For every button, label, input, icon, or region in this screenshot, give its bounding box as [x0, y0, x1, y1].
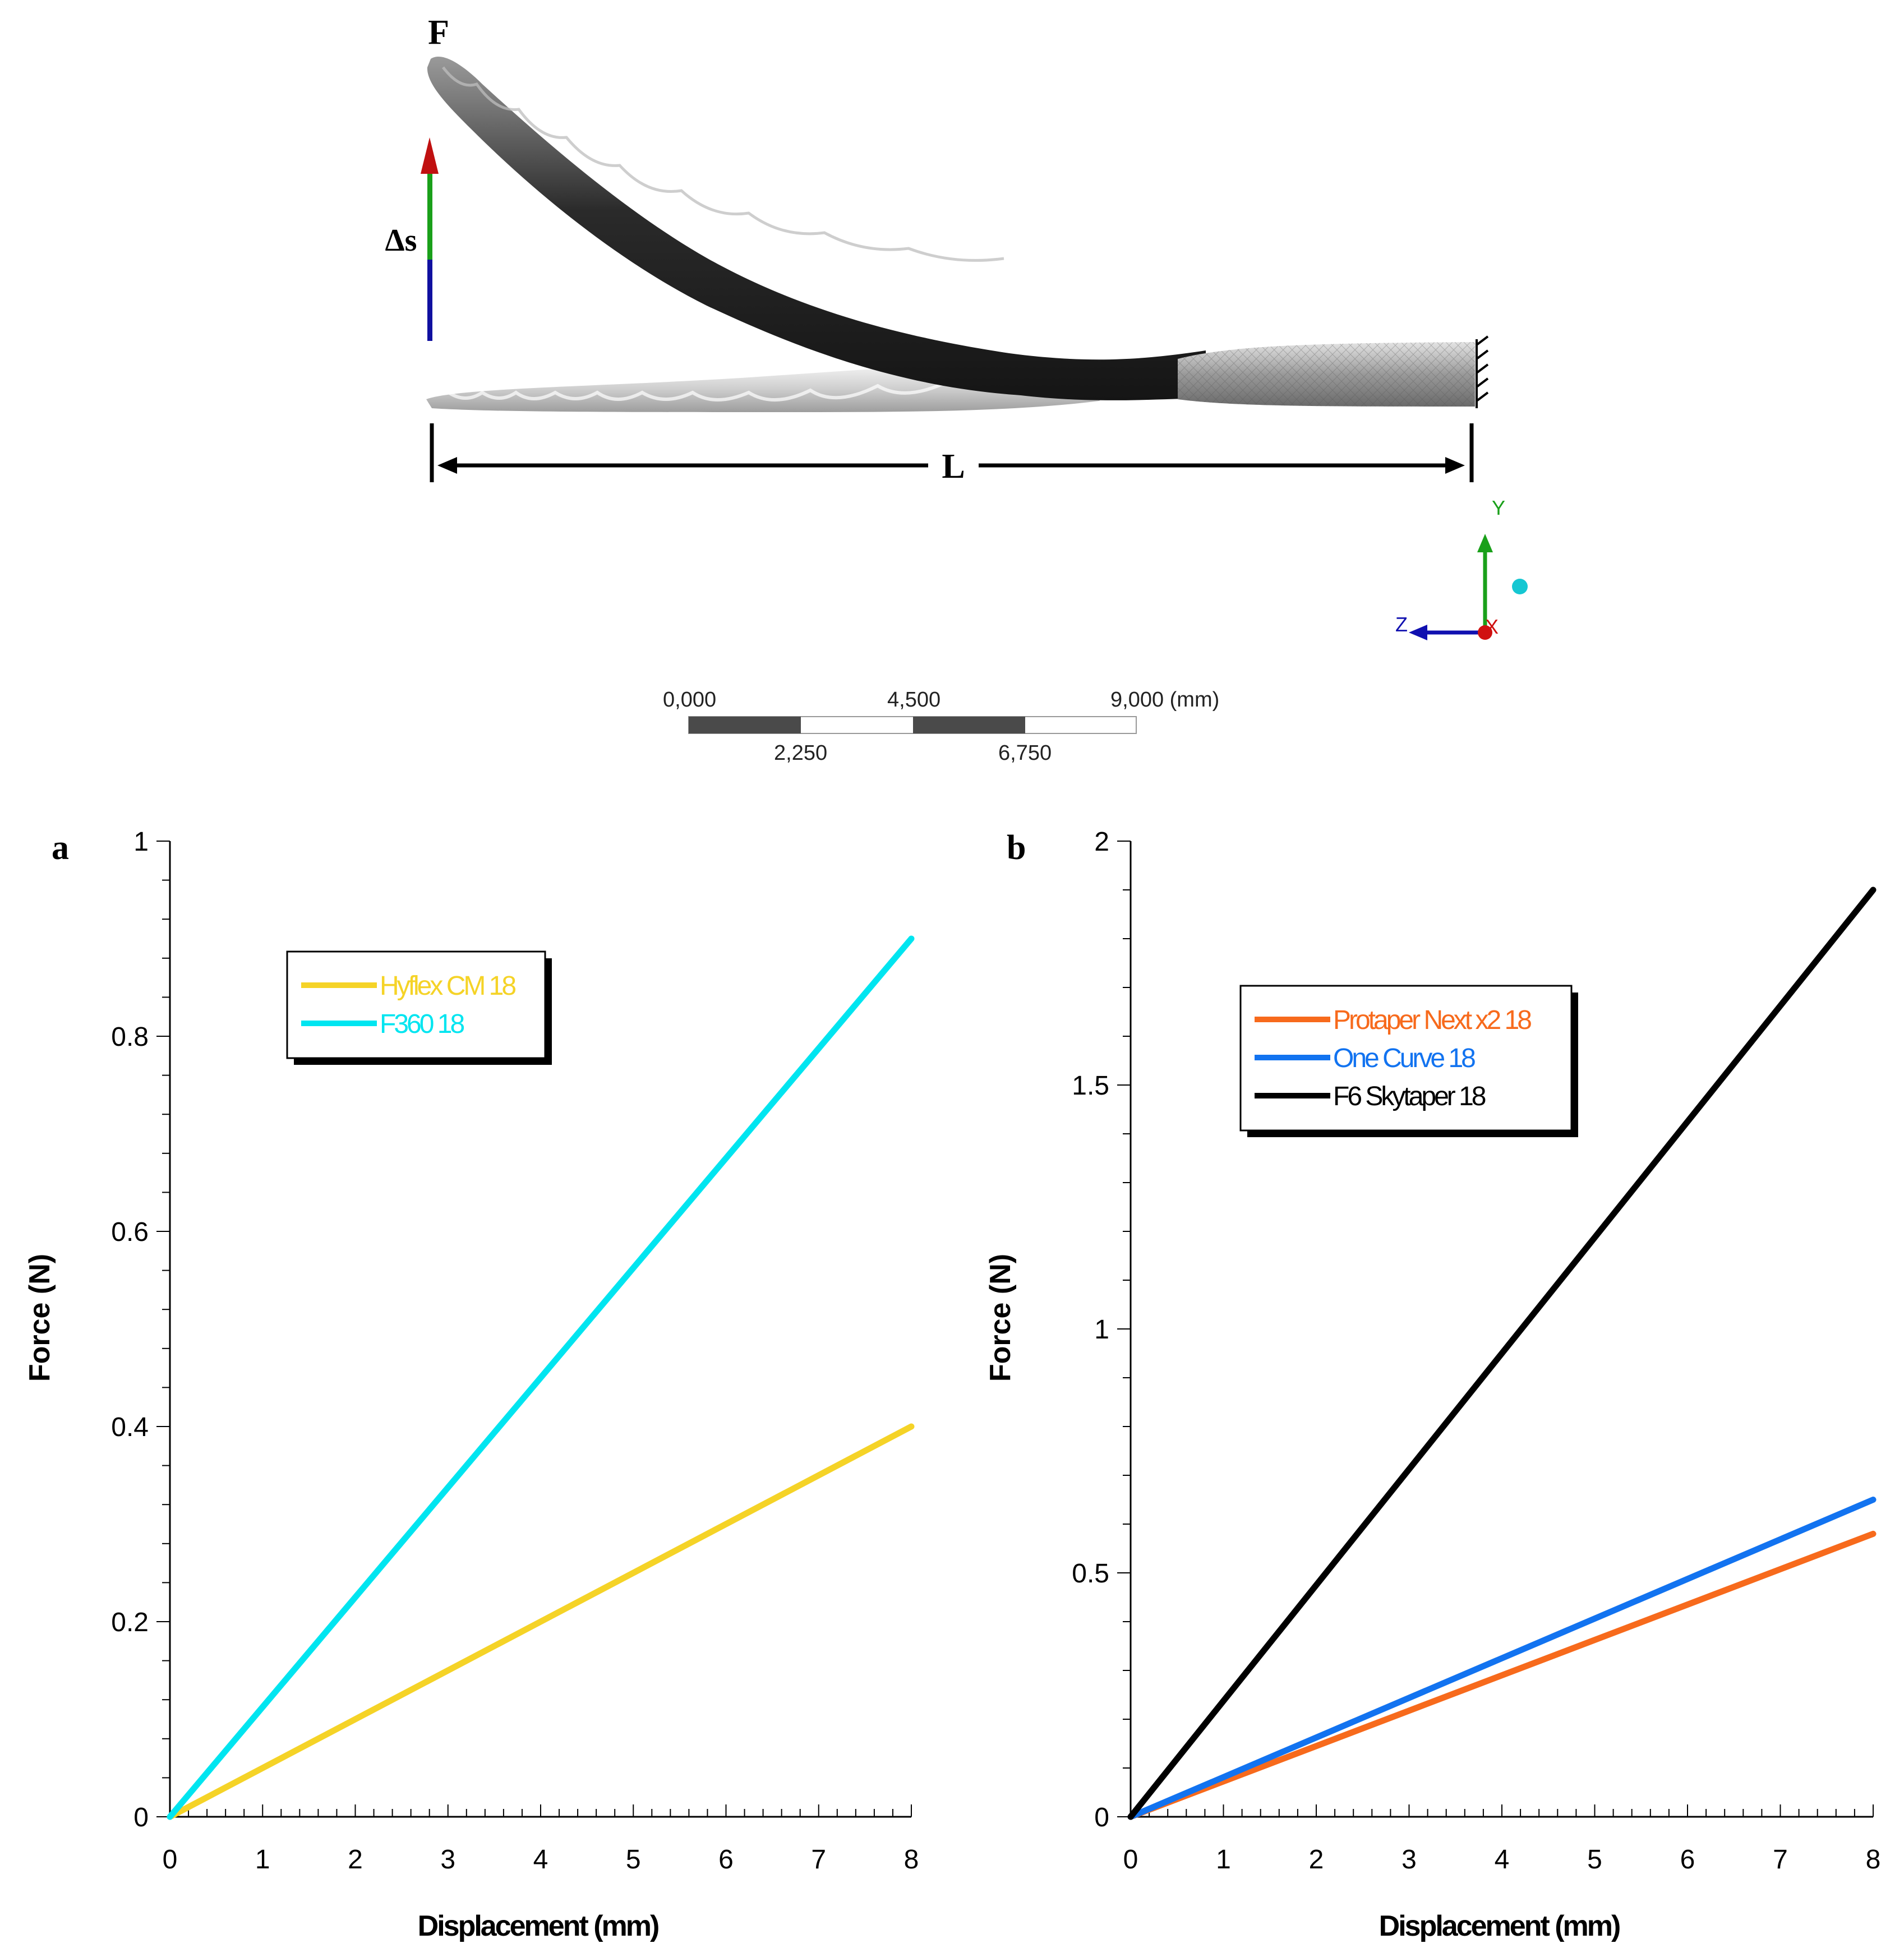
deformed-file	[427, 57, 1206, 400]
x-tick-label: 2	[1309, 1845, 1324, 1875]
chart-a: 0 1 2 3 4 5 6 7 8 0 0.2 0.4 0.6 0.8 1 Displacement (mm)…	[24, 827, 919, 1942]
x-axis-title: Displacement (mm)	[1379, 1910, 1620, 1942]
scale-label-2250: 2,250	[774, 741, 827, 765]
displacement-arrow	[421, 137, 439, 341]
x-tick-label: 1	[255, 1845, 270, 1875]
x-tick-label: 7	[1773, 1845, 1788, 1875]
y-tick-label: 0.6	[111, 1217, 149, 1247]
y-axis-label: Y	[1492, 496, 1505, 519]
x-tick-label: 4	[533, 1845, 548, 1875]
legend-label: One Curve 18	[1333, 1044, 1475, 1073]
legend-box	[286, 950, 546, 1059]
y-tick-label: 0.2	[111, 1608, 149, 1637]
scale-label-9000: 9,000 (mm)	[1110, 688, 1219, 712]
y-tick-label: 1	[1094, 1315, 1109, 1345]
x-tick-label: 4	[1495, 1845, 1510, 1875]
x-tick-label: 8	[1866, 1845, 1881, 1875]
undeformed-flutes	[448, 378, 952, 402]
x-tick-label: 1	[1216, 1845, 1231, 1875]
scale-label-0: 0,000	[663, 688, 716, 712]
x-tick-label: 6	[1680, 1845, 1695, 1875]
coordinate-triad: Y Z X	[1395, 496, 1528, 640]
length-dimension	[430, 423, 1474, 482]
scale-label-6750: 6,750	[998, 741, 1052, 765]
panel-label-b: b	[1007, 829, 1026, 867]
x-tick-label: 5	[1587, 1845, 1602, 1875]
series-line	[167, 1423, 915, 1820]
x-tick-label: 3	[440, 1845, 455, 1875]
x-axis-label: X	[1485, 615, 1499, 638]
y-tick-label: 2	[1094, 827, 1109, 857]
y-tick-label: 0.5	[1072, 1559, 1109, 1589]
legend-label: Protaper Next x2 18	[1333, 1005, 1531, 1035]
fea-model: F Δs L Y Z X 0,000	[385, 13, 1528, 765]
y-tick-label: 1.5	[1072, 1071, 1109, 1101]
x-tick-label: 5	[626, 1845, 641, 1875]
legend-label: Hyflex CM 18	[380, 971, 515, 1001]
force-label: F	[428, 13, 449, 52]
legend-label: F360 18	[380, 1009, 464, 1039]
y-tick-label: 0.4	[111, 1412, 149, 1442]
series-line	[167, 935, 915, 1820]
chart-b: 0 1 2 3 4 5 6 7 8 0 0.5 1 1.5 2 Displacement (mm) Force…	[984, 827, 1880, 1942]
x-tick-label: 6	[718, 1845, 734, 1875]
x-tick-label: 0	[1123, 1845, 1138, 1875]
x-tick-label: 8	[904, 1845, 919, 1875]
panel-label-a: a	[52, 829, 69, 867]
legend-label: F6 Skytaper 18	[1333, 1082, 1486, 1111]
x-tick-label: 7	[811, 1845, 826, 1875]
series-line	[1127, 1530, 1877, 1820]
y-tick-label: 0.8	[111, 1022, 149, 1052]
y-tick-label: 0	[133, 1803, 149, 1832]
x-tick-label: 0	[163, 1845, 178, 1875]
y-tick-label: 0	[1094, 1803, 1109, 1832]
fixed-support	[1476, 335, 1489, 408]
scale-label-4500: 4,500	[887, 688, 941, 712]
series-line	[1127, 1497, 1877, 1820]
z-axis-label: Z	[1395, 613, 1408, 636]
length-label: L	[942, 447, 965, 486]
displacement-label: Δs	[385, 223, 417, 258]
deformed-flutes	[442, 66, 1004, 262]
y-axis-title: Force (N)	[24, 1254, 56, 1382]
y-tick-label: 1	[133, 827, 149, 857]
series-line	[1127, 887, 1877, 1820]
scale-bar: 0,000 4,500 9,000 (mm) 2,250 6,750	[663, 688, 1219, 765]
x-tick-label: 2	[348, 1845, 363, 1875]
x-axis-title: Displacement (mm)	[418, 1910, 658, 1942]
y-axis-title: Force (N)	[984, 1254, 1017, 1382]
x-tick-label: 3	[1402, 1845, 1417, 1875]
